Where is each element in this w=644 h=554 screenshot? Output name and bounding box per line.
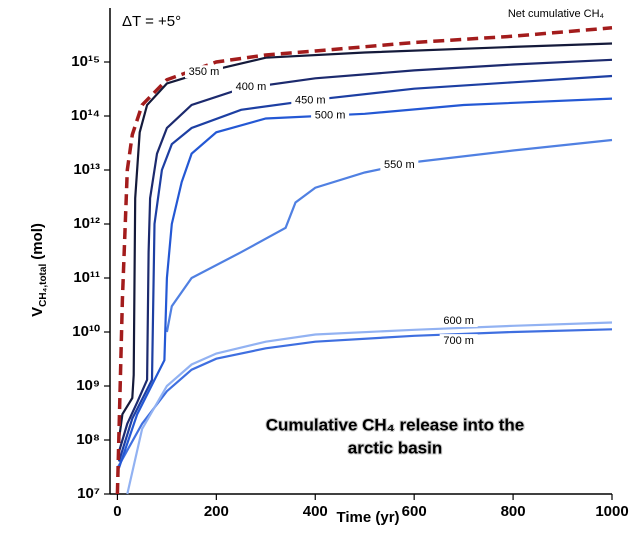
y-tick-label: 10¹⁰ (72, 323, 100, 340)
x-tick-label: 0 (113, 503, 121, 520)
y-tick-label: 10⁹ (76, 377, 100, 394)
series-line (126, 321, 613, 495)
label-bg (291, 93, 330, 107)
y-axis-label: VCH₄,total (mol) (29, 223, 49, 317)
series-label: 400 m (236, 81, 267, 93)
y-tick-label: 10⁷ (77, 485, 100, 502)
caption: Cumulative CH₄ release into the (266, 415, 524, 434)
series-label: 550 m (384, 159, 415, 171)
label-bg (439, 334, 478, 348)
label-bg (311, 108, 350, 122)
y-tick-label: 10⁸ (76, 431, 100, 448)
y-tick-label: 10¹⁵ (71, 53, 100, 70)
y-label-unit: (mol) (29, 223, 46, 260)
x-tick-label: 800 (501, 503, 526, 520)
series-label: Net cumulative CH₄ (508, 8, 605, 20)
annotation: ΔT = +5° (122, 13, 181, 30)
label-bg (231, 80, 270, 94)
series-line (117, 42, 613, 441)
y-tick-label: 10¹¹ (73, 269, 100, 286)
series-label: 600 m (443, 315, 474, 327)
y-tick-label: 10¹⁴ (71, 107, 100, 124)
x-tick-label: 600 (402, 503, 427, 520)
x-axis-label: Time (yr) (336, 509, 399, 526)
label-bg (380, 158, 419, 172)
caption: arctic basin (348, 438, 443, 457)
series-label: 350 m (189, 66, 220, 78)
series-label: 500 m (315, 109, 346, 121)
y-label-sub: CH₄,total (38, 264, 49, 307)
series-label: 450 m (295, 94, 326, 106)
y-label-main: V (29, 307, 46, 317)
label-bg (439, 314, 478, 328)
series-label: 700 m (443, 335, 474, 347)
series-line (117, 58, 613, 453)
label-bg (184, 65, 223, 79)
y-tick-label: 10¹³ (73, 161, 100, 178)
y-tick-label: 10¹² (73, 215, 100, 232)
series-line (165, 138, 613, 333)
x-tick-label: 400 (303, 503, 328, 520)
series-line (117, 74, 613, 462)
x-tick-label: 200 (204, 503, 229, 520)
x-tick-label: 1000 (595, 503, 628, 520)
series-line (117, 97, 613, 469)
